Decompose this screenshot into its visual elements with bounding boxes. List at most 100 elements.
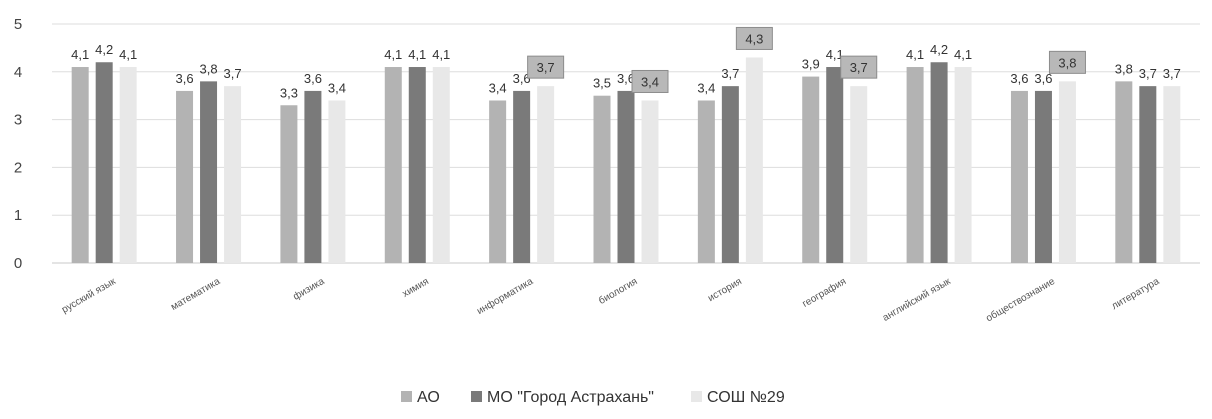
- bar: [176, 90, 194, 263]
- bar: [408, 67, 426, 264]
- bar: [954, 67, 972, 264]
- data-labels: 4,1 4,2 4,1 3,6 3,8 3,7 3,3 3,6 3,4 4,1 4,1 4,1 3,4 3…: [71, 26, 1181, 100]
- bar: [802, 76, 820, 263]
- bar: [593, 95, 611, 263]
- bar: [304, 90, 322, 263]
- data-label: 4,1: [408, 47, 426, 62]
- category-label: физика: [291, 275, 327, 303]
- data-label: 3,6: [513, 71, 531, 86]
- category-label: русский язык: [60, 276, 118, 316]
- bar: [1010, 90, 1028, 263]
- category-label: география: [800, 275, 848, 310]
- data-label: 4,1: [384, 47, 402, 62]
- bar: [537, 86, 555, 263]
- legend-entry: МО "Город Астрахань": [487, 389, 654, 406]
- category-label: английский язык: [881, 276, 953, 324]
- bar: [697, 100, 715, 263]
- data-label: 4,1: [954, 47, 972, 62]
- bar: [906, 67, 924, 264]
- data-label: 3,4: [641, 74, 659, 89]
- bar: [1034, 90, 1052, 263]
- bar: [200, 81, 218, 263]
- category-label: химия: [401, 276, 431, 300]
- y-tick-label: 4: [14, 64, 22, 81]
- data-label: 3,7: [1139, 66, 1157, 81]
- data-label-box: [527, 55, 565, 79]
- y-tick-label: 1: [14, 207, 22, 224]
- bar: [95, 62, 113, 263]
- bar: [1058, 81, 1076, 263]
- category-label: информатика: [475, 275, 536, 317]
- data-label: 3,8: [1058, 55, 1076, 70]
- y-tick-label: 2: [14, 159, 22, 176]
- bar: [513, 90, 531, 263]
- category-label: история: [706, 276, 744, 304]
- data-label: 4,3: [745, 31, 763, 46]
- legend-swatch: [401, 391, 412, 402]
- bar: [432, 67, 450, 264]
- data-label-box: [735, 26, 773, 50]
- data-label: 4,1: [432, 47, 450, 62]
- data-label: 3,6: [176, 71, 194, 86]
- bar: [617, 90, 635, 263]
- category-label: биология: [596, 275, 639, 307]
- bar: [119, 67, 137, 264]
- bar: [1163, 86, 1181, 263]
- bar: [826, 67, 844, 264]
- bar: [1139, 86, 1157, 263]
- data-label: 4,1: [119, 47, 137, 62]
- data-label-box: [1048, 50, 1086, 74]
- category-label: литература: [1110, 276, 1162, 312]
- data-label-box: [840, 55, 878, 79]
- legend: АО МО "Город Астрахань" СОШ №29: [401, 389, 785, 406]
- bar: [930, 62, 948, 263]
- data-label: 3,4: [328, 80, 346, 95]
- data-label: 3,6: [304, 71, 322, 86]
- bar: [489, 100, 507, 263]
- bar: [641, 100, 659, 263]
- bar: [745, 57, 763, 264]
- data-label: 4,2: [95, 42, 113, 57]
- data-label: 4,1: [826, 47, 844, 62]
- bar: [384, 67, 402, 264]
- legend-swatch: [471, 391, 482, 402]
- data-label: 4,1: [71, 47, 89, 62]
- category-label: математика: [169, 276, 222, 313]
- legend-swatch: [691, 391, 702, 402]
- bar: [71, 67, 89, 264]
- data-label: 3,3: [280, 85, 298, 100]
- y-tick-label: 0: [14, 255, 22, 272]
- data-label: 3,7: [224, 66, 242, 81]
- category-label: обществознание: [984, 275, 1058, 324]
- data-label: 4,2: [930, 42, 948, 57]
- data-label: 3,4: [697, 80, 715, 95]
- data-label: 3,7: [1163, 66, 1181, 81]
- data-label-box: [631, 69, 669, 93]
- data-label: 3,7: [537, 60, 555, 75]
- bar: [1115, 81, 1133, 263]
- bar: [721, 86, 739, 263]
- data-label: 3,6: [1034, 71, 1052, 86]
- bar: [224, 86, 242, 263]
- bars: [71, 57, 1181, 264]
- data-label: 3,7: [721, 66, 739, 81]
- data-label: 3,6: [617, 71, 635, 86]
- bar: [328, 100, 346, 263]
- data-label: 3,7: [850, 60, 868, 75]
- legend-entry: СОШ №29: [707, 389, 785, 406]
- bar: [280, 105, 298, 263]
- data-label: 3,4: [489, 80, 507, 95]
- data-label: 3,9: [802, 57, 820, 72]
- y-axis: 0 1 2 3 4 5: [14, 16, 22, 272]
- legend-entry: АО: [417, 389, 440, 406]
- data-label: 4,1: [906, 47, 924, 62]
- y-tick-label: 3: [14, 112, 22, 129]
- data-label: 3,8: [1115, 61, 1133, 76]
- data-label: 3,6: [1010, 71, 1028, 86]
- data-label: 3,8: [200, 61, 218, 76]
- data-label: 3,5: [593, 76, 611, 91]
- x-axis: русский язык математика физика химия информа…: [60, 275, 1162, 324]
- y-tick-label: 5: [14, 16, 22, 33]
- bar: [850, 86, 868, 263]
